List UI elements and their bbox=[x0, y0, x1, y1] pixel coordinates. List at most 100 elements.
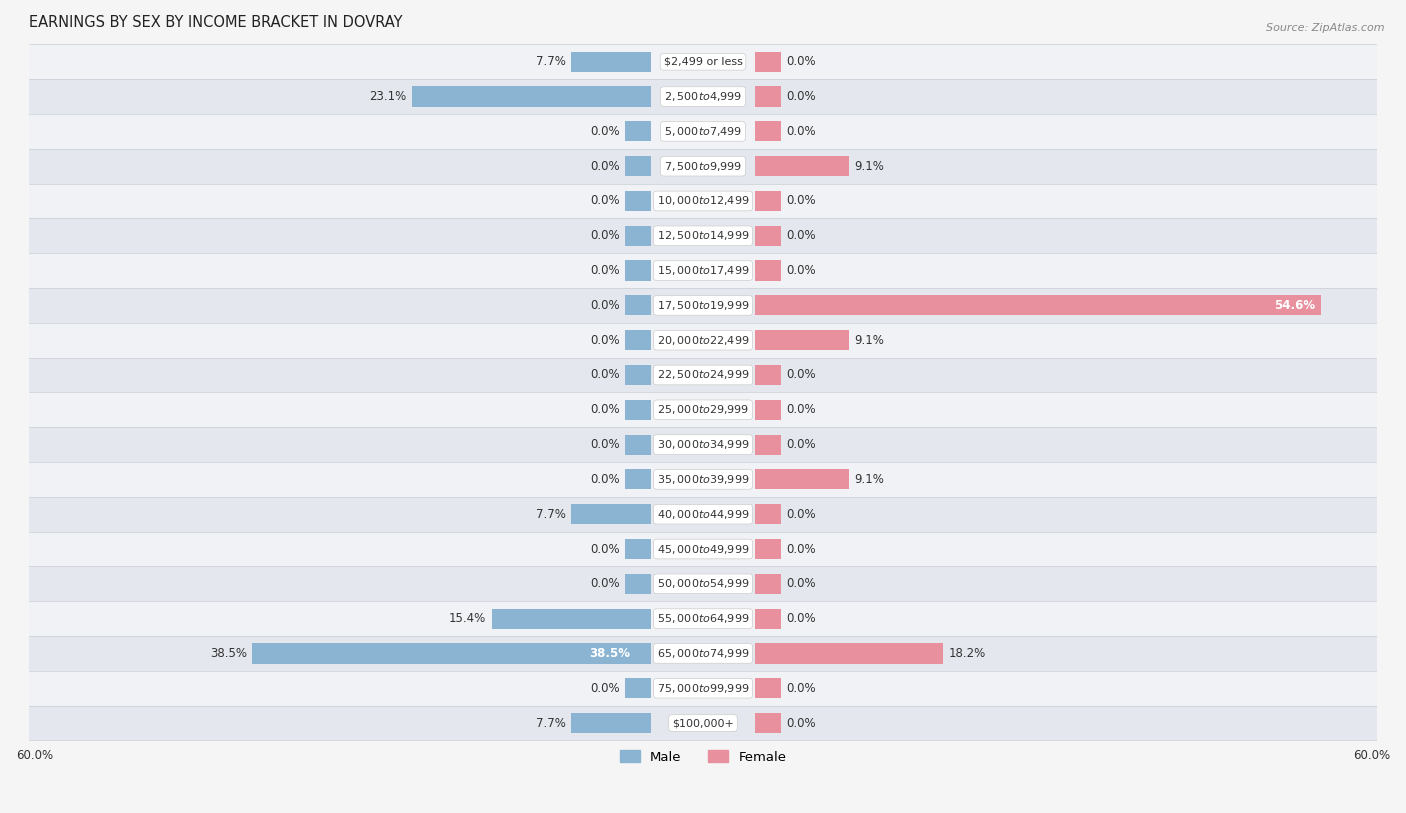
Text: 0.0%: 0.0% bbox=[591, 438, 620, 451]
Text: $100,000+: $100,000+ bbox=[672, 718, 734, 728]
Bar bbox=[571, 52, 651, 72]
Bar bbox=[755, 434, 780, 454]
Text: 0.0%: 0.0% bbox=[591, 542, 620, 555]
Text: 0.0%: 0.0% bbox=[591, 264, 620, 277]
Bar bbox=[626, 678, 651, 698]
Bar bbox=[30, 253, 1376, 288]
Bar bbox=[30, 706, 1376, 741]
Bar bbox=[626, 434, 651, 454]
Text: $22,500 to $24,999: $22,500 to $24,999 bbox=[657, 368, 749, 381]
Text: 0.0%: 0.0% bbox=[591, 368, 620, 381]
Text: 0.0%: 0.0% bbox=[786, 716, 815, 729]
Bar bbox=[755, 260, 780, 280]
Bar bbox=[626, 330, 651, 350]
Text: $75,000 to $99,999: $75,000 to $99,999 bbox=[657, 682, 749, 695]
Text: 0.0%: 0.0% bbox=[591, 473, 620, 486]
Text: 9.1%: 9.1% bbox=[855, 473, 884, 486]
Bar bbox=[755, 504, 780, 524]
Text: 0.0%: 0.0% bbox=[591, 299, 620, 312]
Text: Source: ZipAtlas.com: Source: ZipAtlas.com bbox=[1267, 23, 1385, 33]
Bar bbox=[30, 497, 1376, 532]
Bar bbox=[626, 295, 651, 315]
Text: $35,000 to $39,999: $35,000 to $39,999 bbox=[657, 473, 749, 486]
Text: 7.7%: 7.7% bbox=[536, 55, 567, 68]
Legend: Male, Female: Male, Female bbox=[614, 745, 792, 769]
Text: $40,000 to $44,999: $40,000 to $44,999 bbox=[657, 507, 749, 520]
Bar bbox=[626, 365, 651, 385]
Bar bbox=[252, 643, 651, 663]
Text: 0.0%: 0.0% bbox=[786, 125, 815, 138]
Text: $25,000 to $29,999: $25,000 to $29,999 bbox=[657, 403, 749, 416]
Bar bbox=[755, 121, 780, 141]
Bar bbox=[755, 330, 849, 350]
Bar bbox=[755, 713, 780, 733]
Bar bbox=[30, 636, 1376, 671]
Bar bbox=[30, 114, 1376, 149]
Text: 0.0%: 0.0% bbox=[591, 682, 620, 695]
Text: 0.0%: 0.0% bbox=[591, 229, 620, 242]
Text: 0.0%: 0.0% bbox=[786, 368, 815, 381]
Text: 0.0%: 0.0% bbox=[786, 682, 815, 695]
Bar bbox=[755, 678, 780, 698]
Text: 0.0%: 0.0% bbox=[786, 438, 815, 451]
Text: $2,500 to $4,999: $2,500 to $4,999 bbox=[664, 90, 742, 103]
Text: $10,000 to $12,499: $10,000 to $12,499 bbox=[657, 194, 749, 207]
Text: 0.0%: 0.0% bbox=[786, 507, 815, 520]
Bar bbox=[755, 86, 780, 107]
Bar bbox=[626, 260, 651, 280]
Text: 0.0%: 0.0% bbox=[786, 612, 815, 625]
Bar bbox=[30, 79, 1376, 114]
Text: $12,500 to $14,999: $12,500 to $14,999 bbox=[657, 229, 749, 242]
Text: $45,000 to $49,999: $45,000 to $49,999 bbox=[657, 542, 749, 555]
Text: 23.1%: 23.1% bbox=[370, 90, 406, 103]
Text: $15,000 to $17,499: $15,000 to $17,499 bbox=[657, 264, 749, 277]
Text: 0.0%: 0.0% bbox=[786, 194, 815, 207]
Bar bbox=[626, 400, 651, 420]
Bar bbox=[30, 288, 1376, 323]
Bar bbox=[30, 567, 1376, 602]
Text: $50,000 to $54,999: $50,000 to $54,999 bbox=[657, 577, 749, 590]
Bar bbox=[571, 713, 651, 733]
Text: 0.0%: 0.0% bbox=[591, 333, 620, 346]
Bar bbox=[30, 219, 1376, 253]
Text: 0.0%: 0.0% bbox=[591, 194, 620, 207]
Bar bbox=[755, 400, 780, 420]
Bar bbox=[755, 574, 780, 594]
Bar bbox=[626, 156, 651, 176]
Bar bbox=[755, 295, 1320, 315]
Bar bbox=[30, 184, 1376, 219]
Bar bbox=[755, 539, 780, 559]
Bar bbox=[626, 191, 651, 211]
Text: 0.0%: 0.0% bbox=[786, 542, 815, 555]
Bar bbox=[755, 156, 849, 176]
Bar bbox=[412, 86, 651, 107]
Text: 9.1%: 9.1% bbox=[855, 159, 884, 172]
Text: $5,000 to $7,499: $5,000 to $7,499 bbox=[664, 125, 742, 138]
Text: 38.5%: 38.5% bbox=[209, 647, 247, 660]
Text: $55,000 to $64,999: $55,000 to $64,999 bbox=[657, 612, 749, 625]
Text: 0.0%: 0.0% bbox=[786, 90, 815, 103]
Bar bbox=[30, 323, 1376, 358]
Bar bbox=[571, 504, 651, 524]
Bar bbox=[492, 608, 651, 628]
Text: 0.0%: 0.0% bbox=[591, 159, 620, 172]
Bar bbox=[30, 671, 1376, 706]
Bar bbox=[30, 532, 1376, 567]
Text: $30,000 to $34,999: $30,000 to $34,999 bbox=[657, 438, 749, 451]
Bar bbox=[30, 45, 1376, 79]
Bar bbox=[626, 539, 651, 559]
Bar bbox=[30, 602, 1376, 636]
Bar bbox=[30, 358, 1376, 393]
Bar bbox=[626, 469, 651, 489]
Text: 0.0%: 0.0% bbox=[786, 229, 815, 242]
Bar bbox=[30, 393, 1376, 427]
Text: 0.0%: 0.0% bbox=[786, 264, 815, 277]
Bar bbox=[755, 365, 780, 385]
Text: 0.0%: 0.0% bbox=[591, 403, 620, 416]
Text: 0.0%: 0.0% bbox=[786, 55, 815, 68]
Text: 9.1%: 9.1% bbox=[855, 333, 884, 346]
Bar bbox=[626, 574, 651, 594]
Text: 18.2%: 18.2% bbox=[949, 647, 986, 660]
Bar bbox=[626, 226, 651, 246]
Text: $7,500 to $9,999: $7,500 to $9,999 bbox=[664, 159, 742, 172]
